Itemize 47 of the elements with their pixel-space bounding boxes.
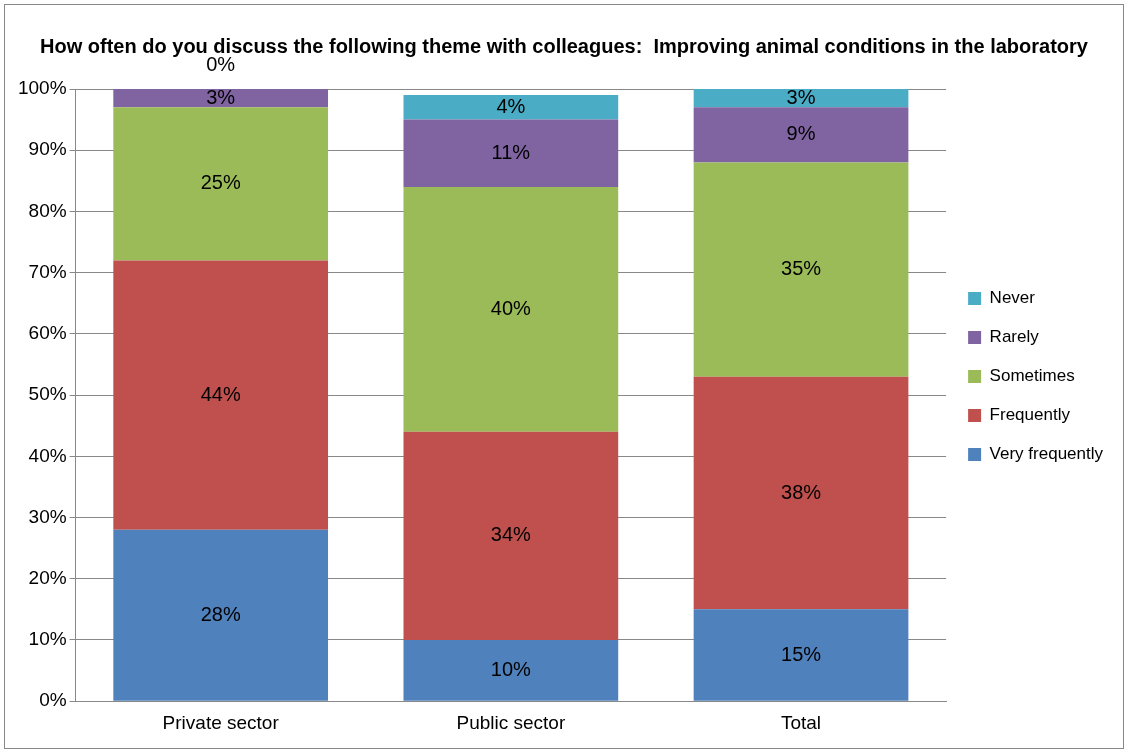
bar — [113, 260, 329, 530]
y-tick-label: 0% — [39, 689, 67, 711]
bar — [403, 119, 619, 187]
x-tick-label: Public sector — [456, 711, 566, 733]
y-tick-label: 10% — [28, 628, 67, 650]
bar — [693, 376, 909, 610]
y-tick-label: 100% — [17, 77, 67, 99]
data-label: 3% — [786, 85, 816, 108]
data-label: 4% — [496, 94, 526, 117]
bar — [113, 529, 329, 701]
legend-label: Frequently — [989, 405, 1071, 425]
bar — [403, 639, 619, 701]
x-tick-label: Private sector — [162, 711, 280, 733]
y-tick-label: 80% — [28, 199, 67, 221]
x-tick-label: Total — [780, 711, 822, 733]
y-tick-label: 20% — [28, 566, 67, 588]
legend-label: Rarely — [989, 327, 1040, 347]
y-tick-label: 40% — [28, 444, 67, 466]
bar — [693, 89, 909, 108]
legend-label: Very frequently — [989, 444, 1104, 464]
data-label: 44% — [200, 382, 241, 405]
data-label: 3% — [206, 85, 236, 108]
data-label: 11% — [491, 140, 531, 163]
data-label: 25% — [200, 171, 241, 194]
data-label: 28% — [200, 602, 241, 625]
data-label: 15% — [781, 642, 822, 665]
data-label: 40% — [490, 296, 532, 319]
data-label: 34% — [490, 523, 532, 546]
legend-label: Sometimes — [989, 366, 1075, 386]
bar — [403, 95, 619, 120]
bar — [403, 431, 619, 640]
legend-label: Never — [989, 288, 1036, 308]
bar — [113, 107, 329, 261]
data-label: 9% — [786, 122, 816, 145]
bar — [403, 186, 619, 432]
bar — [693, 609, 909, 701]
data-label: 10% — [490, 657, 532, 680]
y-tick-label: 50% — [28, 383, 67, 405]
y-tick-label: 90% — [28, 138, 67, 160]
y-tick-label: 30% — [28, 505, 67, 527]
bar — [693, 107, 909, 163]
y-tick-label: 60% — [28, 322, 67, 344]
bar — [113, 89, 329, 108]
data-label: 38% — [781, 480, 822, 503]
y-tick-label: 70% — [28, 260, 67, 282]
bar — [693, 162, 909, 377]
data-label: 35% — [781, 257, 822, 280]
